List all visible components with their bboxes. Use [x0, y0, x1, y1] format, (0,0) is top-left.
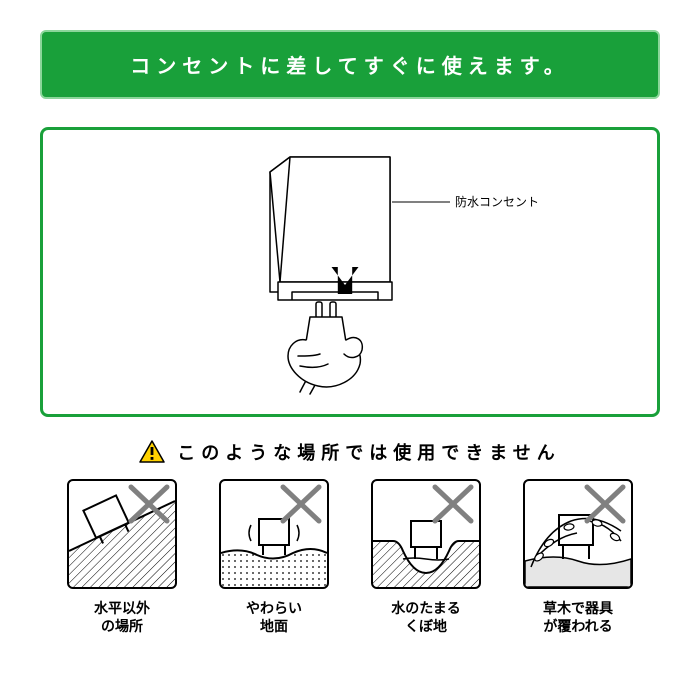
hand-plug-icon	[288, 302, 362, 394]
outlet-plug-illustration: 防水コンセント	[160, 142, 540, 402]
prohibited-item-puddle: 水のたまる くぼ地	[361, 479, 491, 635]
icon-caption: 草木で器具 が覆われる	[543, 599, 613, 635]
icon-caption: 水のたまる くぼ地	[391, 599, 461, 635]
warning-row: このような場所では使用できません	[40, 439, 660, 465]
plants-icon	[525, 481, 631, 587]
icon-box	[67, 479, 177, 589]
warning-text: このような場所では使用できません	[177, 439, 560, 465]
illustration-panel: 防水コンセント	[40, 127, 660, 417]
icon-caption: 水平以外 の場所	[94, 599, 150, 635]
headline-text: コンセントに差してすぐに使えます。	[130, 56, 569, 78]
icon-box	[371, 479, 481, 589]
icon-box	[523, 479, 633, 589]
prohibited-item-plants: 草木で器具 が覆われる	[513, 479, 643, 635]
prohibited-icons-row: 水平以外 の場所	[40, 479, 660, 635]
warning-triangle-icon	[139, 440, 165, 464]
puddle-icon	[373, 481, 479, 587]
soft-ground-icon	[221, 481, 327, 587]
icon-caption: やわらい 地面	[246, 599, 302, 635]
prohibited-item-soft: やわらい 地面	[209, 479, 339, 635]
prohibited-item-slope: 水平以外 の場所	[57, 479, 187, 635]
slope-icon	[69, 481, 175, 587]
callout-label: 防水コンセント	[455, 194, 539, 209]
headline-banner: コンセントに差してすぐに使えます。	[40, 30, 660, 99]
icon-box	[219, 479, 329, 589]
